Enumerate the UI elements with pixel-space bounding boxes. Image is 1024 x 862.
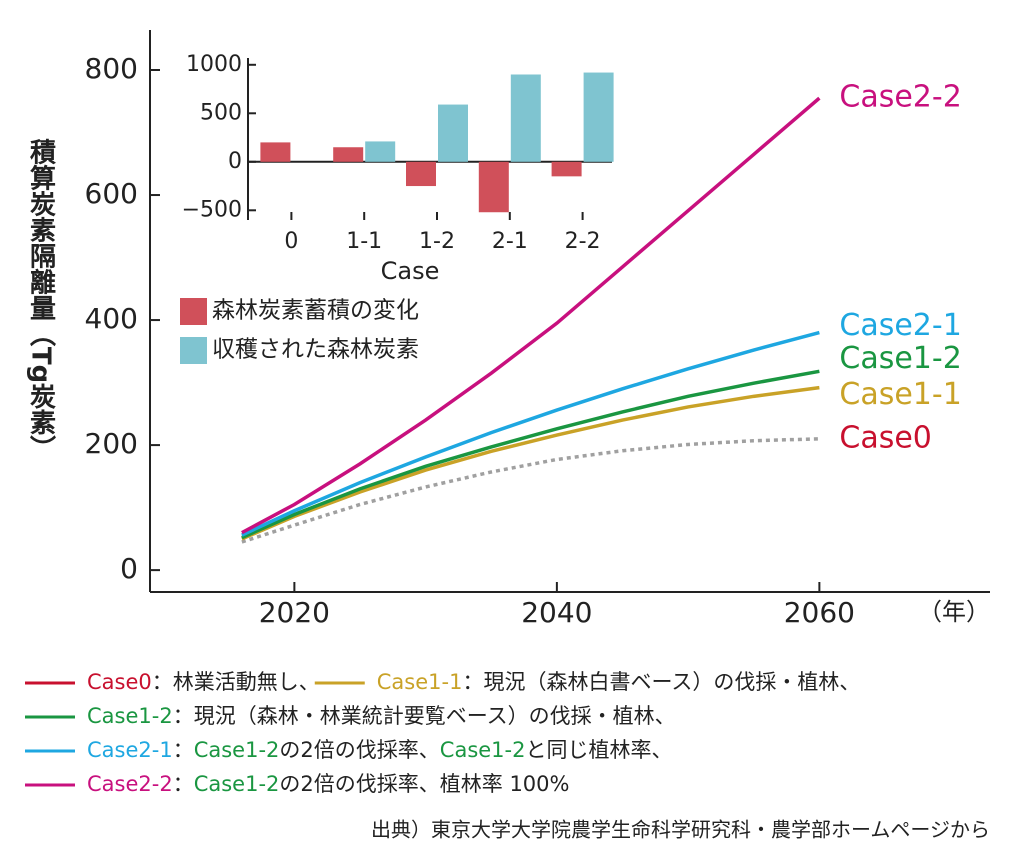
note-text: Case2-2 xyxy=(87,772,173,796)
line xyxy=(241,437,820,544)
note-text: ：現況（森林・林業統計要覧ベース）の伐採・植林、 xyxy=(173,704,676,728)
note-text: Case2-1 xyxy=(87,738,173,762)
y-tick-label: 0 xyxy=(120,552,138,585)
y-tick-label: 600 xyxy=(85,177,138,210)
y-tick-label: 400 xyxy=(85,302,138,335)
bar xyxy=(551,161,582,177)
note-text: ： xyxy=(173,738,194,762)
inset-x-tick-label: 2-1 xyxy=(492,229,528,254)
note-text: Case1-2 xyxy=(194,772,280,796)
note-text: Case1-2 xyxy=(87,704,173,728)
bar xyxy=(510,74,541,162)
series-label: Case1-2 xyxy=(839,341,961,376)
inset-y-tick-label: −500 xyxy=(182,197,242,222)
legend-label: 収穫された森林炭素 xyxy=(212,337,419,363)
inset-y-tick-label: 500 xyxy=(200,100,242,125)
y-tick-label: 800 xyxy=(85,52,138,85)
legend-label: 森林炭素蓄積の変化 xyxy=(212,298,419,324)
inset-y-tick-label: 1000 xyxy=(186,52,242,77)
inset-x-tick-label: 0 xyxy=(284,229,298,254)
line xyxy=(241,330,820,537)
bar xyxy=(583,72,614,162)
x-unit: （年） xyxy=(918,598,990,626)
y-tick-label: 200 xyxy=(85,427,138,460)
note-text: ：林業活動無し、 xyxy=(152,670,320,694)
series-label: Case0 xyxy=(839,420,932,455)
note-text: Case0 xyxy=(87,670,152,694)
line xyxy=(241,385,820,541)
inset-x-tick-label: 2-2 xyxy=(565,229,601,254)
note-text: Case1-1 xyxy=(377,670,463,694)
y-axis-label: 積算炭素隔離量（Tg炭素） xyxy=(26,139,56,461)
bar xyxy=(406,161,436,187)
note-text: ：現況（森林白書ベース）の伐採・植林、 xyxy=(462,670,860,694)
inset-x-tick-label: 1-2 xyxy=(419,229,455,254)
line xyxy=(241,96,821,535)
note-text: と同じ植林率、 xyxy=(525,738,672,762)
bar xyxy=(438,104,468,162)
inset-x-tick-label: 1-1 xyxy=(346,229,382,254)
legend-swatch xyxy=(180,337,207,364)
note-text: の2倍の伐採率、植林率 100% xyxy=(279,772,569,796)
x-tick-label: 2020 xyxy=(259,596,330,629)
source: 出典）東京大学大学院農学生命科学研究科・農学部ホームページから xyxy=(371,818,990,842)
series-label: Case1-1 xyxy=(839,377,961,412)
note-text: Case1-2 xyxy=(194,738,280,762)
series-label: Case2-2 xyxy=(839,80,961,115)
x-tick-label: 2040 xyxy=(521,596,592,629)
series-label: Case2-1 xyxy=(839,308,961,343)
inset-y-tick-label: 0 xyxy=(228,149,242,174)
bar xyxy=(260,142,291,162)
x-tick-label: 2060 xyxy=(784,596,855,629)
bar xyxy=(365,141,396,162)
note-text: の2倍の伐採率、 xyxy=(279,738,439,762)
note-text: ： xyxy=(173,772,194,796)
bar xyxy=(478,161,509,213)
inset-x-label: Case xyxy=(381,257,440,285)
note-text: Case1-2 xyxy=(440,738,526,762)
legend-swatch xyxy=(180,298,207,325)
bar xyxy=(333,147,364,162)
line xyxy=(241,369,820,540)
